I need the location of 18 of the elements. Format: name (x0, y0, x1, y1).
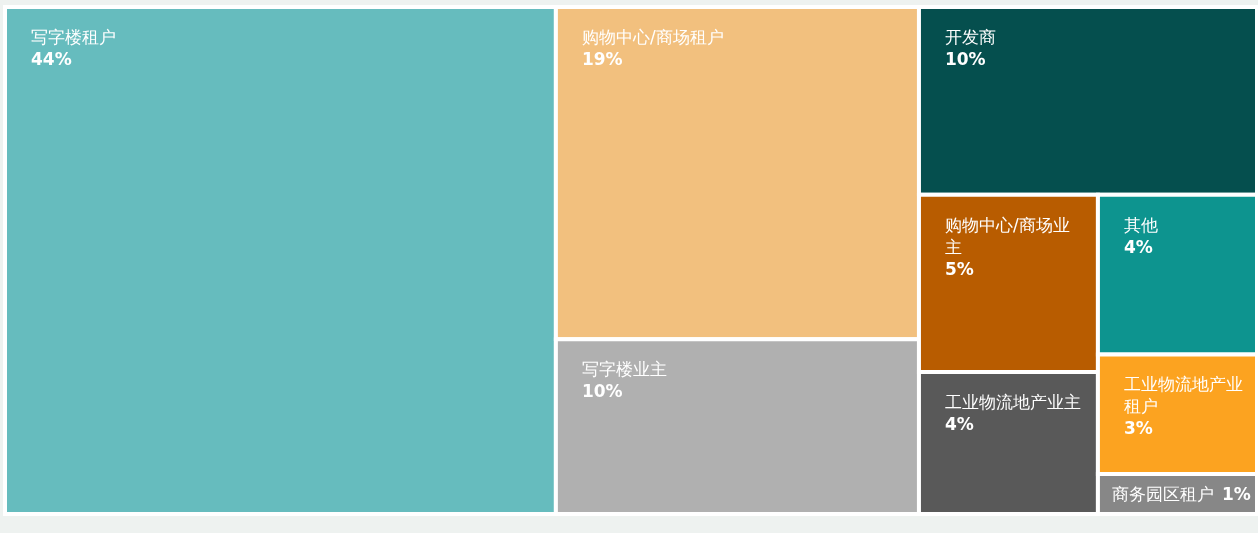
data-label: 3% (1123, 418, 1153, 439)
category-label: 其他 (1123, 214, 1158, 235)
category-label: 开发商 (944, 27, 996, 47)
category-label: 购物中心/商场租户 (581, 27, 724, 47)
data-label: 5% (944, 258, 974, 279)
data-label: 10% (944, 49, 986, 69)
data-label: 44% (31, 49, 72, 69)
data-label: 10% (581, 381, 623, 402)
data-label: 19% (581, 49, 623, 69)
category-label: 写字楼业主 (581, 359, 667, 380)
category-label: 工业物流地产业主 (944, 392, 1081, 413)
category-label: 工业物流地产业租户 (1123, 374, 1243, 417)
data-label: 1% (1221, 484, 1251, 505)
data-label: 4% (944, 414, 974, 435)
data-label: 4% (1123, 236, 1153, 257)
category-label: 购物中心/商场业主 (944, 214, 1070, 257)
category-label: 商务园区租户 (1111, 484, 1214, 505)
category-label: 写字楼租户 (31, 27, 116, 47)
